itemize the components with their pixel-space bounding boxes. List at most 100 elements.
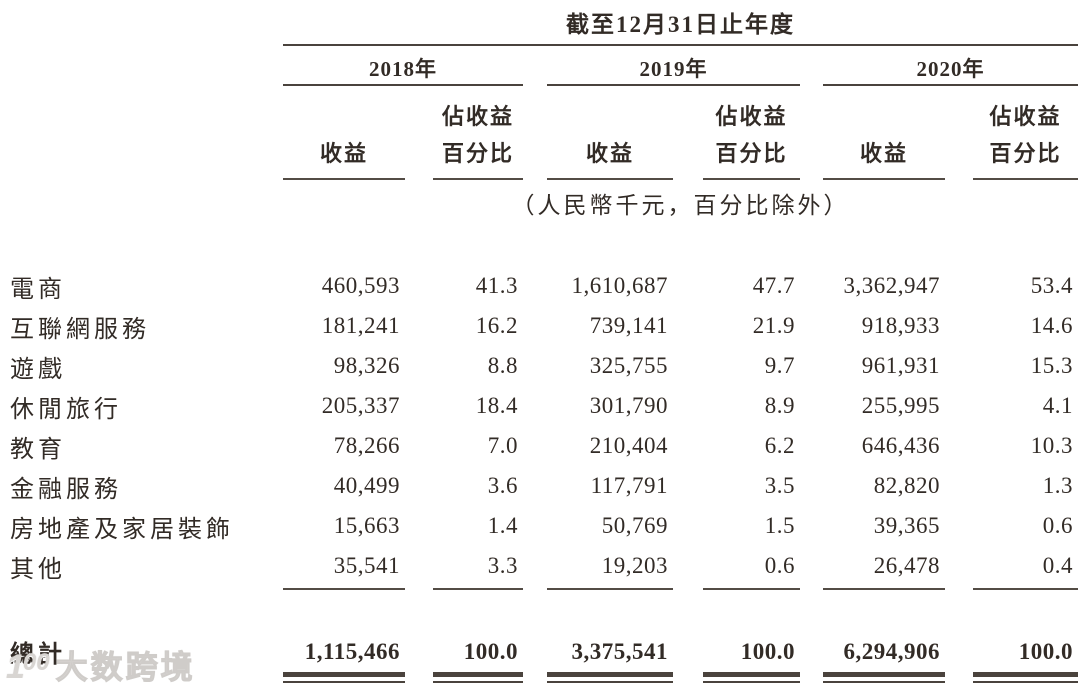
row-label: 互聯網服務 — [10, 316, 150, 343]
revenue-2019-cell: 301,790 — [589, 393, 668, 418]
year-2018-header: 2018年 — [369, 57, 437, 81]
revenue-2020-cell: 3,362,947 — [843, 273, 940, 298]
pct-2020-cell: 10.3 — [1030, 433, 1073, 458]
revenue-2018-cell: 205,337 — [321, 393, 400, 418]
col-rule — [703, 588, 800, 590]
row-label: 休閒旅行 — [10, 396, 122, 423]
double-rule — [973, 672, 1078, 683]
row-label: 金融服務 — [10, 476, 122, 503]
pct-2018-cell: 3.6 — [487, 473, 518, 498]
revenue-header-2018: 收益 — [319, 141, 368, 166]
total-revenue-2018: 1,115,466 — [304, 638, 400, 664]
revenue-header-2020: 收益 — [859, 141, 908, 166]
watermark-text: 大数跨境 — [55, 649, 196, 685]
revenue-2020-cell: 646,436 — [861, 433, 940, 458]
revenue-2019-cell: 19,203 — [601, 553, 668, 578]
revenue-2019-cell: 1,610,687 — [571, 273, 668, 298]
pct-2019-cell: 1.5 — [764, 513, 795, 538]
total-row: 總計 1,115,466 100.0 3,375,541 100.0 6,294… — [10, 634, 1080, 669]
pct-2018-cell: 41.3 — [475, 273, 518, 298]
pct-header-top-2018: 佔收益 — [441, 104, 514, 129]
pct-header-top-2019: 佔收益 — [715, 104, 788, 129]
year-rules — [10, 84, 1080, 86]
revenue-2019-cell: 50,769 — [601, 513, 668, 538]
row-label: 遊戲 — [10, 356, 66, 383]
pct-header-bottom-2019: 百分比 — [715, 141, 788, 166]
subheader-rules — [10, 178, 1080, 180]
table-row: 遊戲 98,326 8.8 325,755 9.7 961,931 15.3 — [10, 346, 1080, 386]
total-revenue-2020: 6,294,906 — [843, 638, 940, 664]
total-pct-2018: 100.0 — [463, 638, 518, 664]
revenue-2020-cell: 39,365 — [873, 513, 940, 538]
pct-2018-cell: 1.4 — [487, 513, 518, 538]
pct-2020-cell: 53.4 — [1030, 273, 1073, 298]
revenue-2018-cell: 78,266 — [333, 433, 400, 458]
watermark: 100 大数跨境 — [6, 650, 196, 684]
col-rule — [547, 588, 673, 590]
total-double-rules — [10, 672, 1080, 683]
revenue-2019-cell: 739,141 — [589, 313, 668, 338]
pct-2018-cell: 16.2 — [475, 313, 518, 338]
revenue-2018-cell: 460,593 — [321, 273, 400, 298]
col-rule — [703, 178, 800, 180]
pct-2019-cell: 21.9 — [752, 313, 795, 338]
pct-2018-cell: 3.3 — [487, 553, 518, 578]
pct-2018-cell: 18.4 — [475, 393, 518, 418]
period-title: 截至12月31日止年度 — [566, 12, 795, 37]
pct-2020-cell: 0.6 — [1042, 513, 1073, 538]
watermark-logo-icon: 100 — [6, 648, 50, 686]
table-row: 金融服務 40,499 3.6 117,791 3.5 82,820 1.3 — [10, 466, 1080, 506]
row-label: 教育 — [10, 436, 66, 463]
pretotal-rules — [10, 588, 1080, 590]
year-2020-header: 2020年 — [916, 57, 985, 81]
year-2019-header: 2019年 — [639, 57, 708, 81]
table-row: 互聯網服務 181,241 16.2 739,141 21.9 918,933 … — [10, 306, 1080, 346]
pct-header-top-2020: 佔收益 — [989, 104, 1062, 129]
total-pct-2020: 100.0 — [1018, 638, 1073, 664]
revenue-2018-cell: 98,326 — [333, 353, 400, 378]
revenue-2018-cell: 15,663 — [333, 513, 400, 538]
revenue-2020-cell: 961,931 — [861, 353, 940, 378]
col-rule — [823, 588, 945, 590]
double-rule — [703, 672, 800, 683]
subheader-row-2: 收益 百分比 收益 百分比 收益 百分比 — [10, 132, 1080, 170]
year-2019-rule — [547, 84, 800, 86]
year-header-row: 2018年 2019年 2020年 — [10, 52, 1080, 84]
year-2020-rule — [823, 84, 1078, 86]
table-row: 休閒旅行 205,337 18.4 301,790 8.9 255,995 4.… — [10, 386, 1080, 426]
revenue-2018-cell: 40,499 — [333, 473, 400, 498]
revenue-2018-cell: 35,541 — [333, 553, 400, 578]
double-rule — [823, 672, 945, 683]
col-rule — [973, 178, 1078, 180]
pct-2020-cell: 1.3 — [1042, 473, 1073, 498]
col-rule — [283, 588, 405, 590]
double-rule — [547, 672, 673, 683]
col-rule — [547, 178, 673, 180]
total-label: 總計 — [10, 642, 66, 668]
col-rule — [823, 178, 945, 180]
table-row: 教育 78,266 7.0 210,404 6.2 646,436 10.3 — [10, 426, 1080, 466]
pct-2019-cell: 8.9 — [764, 393, 795, 418]
revenue-header-2019: 收益 — [585, 141, 634, 166]
pct-2018-cell: 7.0 — [487, 433, 518, 458]
total-pct-2019: 100.0 — [740, 638, 795, 664]
pct-2019-cell: 47.7 — [752, 273, 795, 298]
total-revenue-2019: 3,375,541 — [571, 638, 668, 664]
pct-header-bottom-2018: 百分比 — [441, 141, 514, 166]
pct-2020-cell: 4.1 — [1042, 393, 1073, 418]
row-label: 房地產及家居裝飾 — [10, 516, 234, 543]
col-rule — [283, 178, 405, 180]
col-rule — [433, 588, 523, 590]
pct-2020-cell: 15.3 — [1030, 353, 1073, 378]
row-label: 其他 — [10, 556, 66, 583]
year-2018-rule — [283, 84, 523, 86]
pct-2019-cell: 0.6 — [764, 553, 795, 578]
pct-header-bottom-2020: 百分比 — [989, 141, 1062, 166]
pct-2020-cell: 14.6 — [1030, 313, 1073, 338]
col-rule — [973, 588, 1078, 590]
revenue-2020-cell: 82,820 — [873, 473, 940, 498]
revenue-2019-cell: 210,404 — [589, 433, 668, 458]
table-row: 電商 460,593 41.3 1,610,687 47.7 3,362,947… — [10, 266, 1080, 306]
pct-2019-cell: 3.5 — [764, 473, 795, 498]
